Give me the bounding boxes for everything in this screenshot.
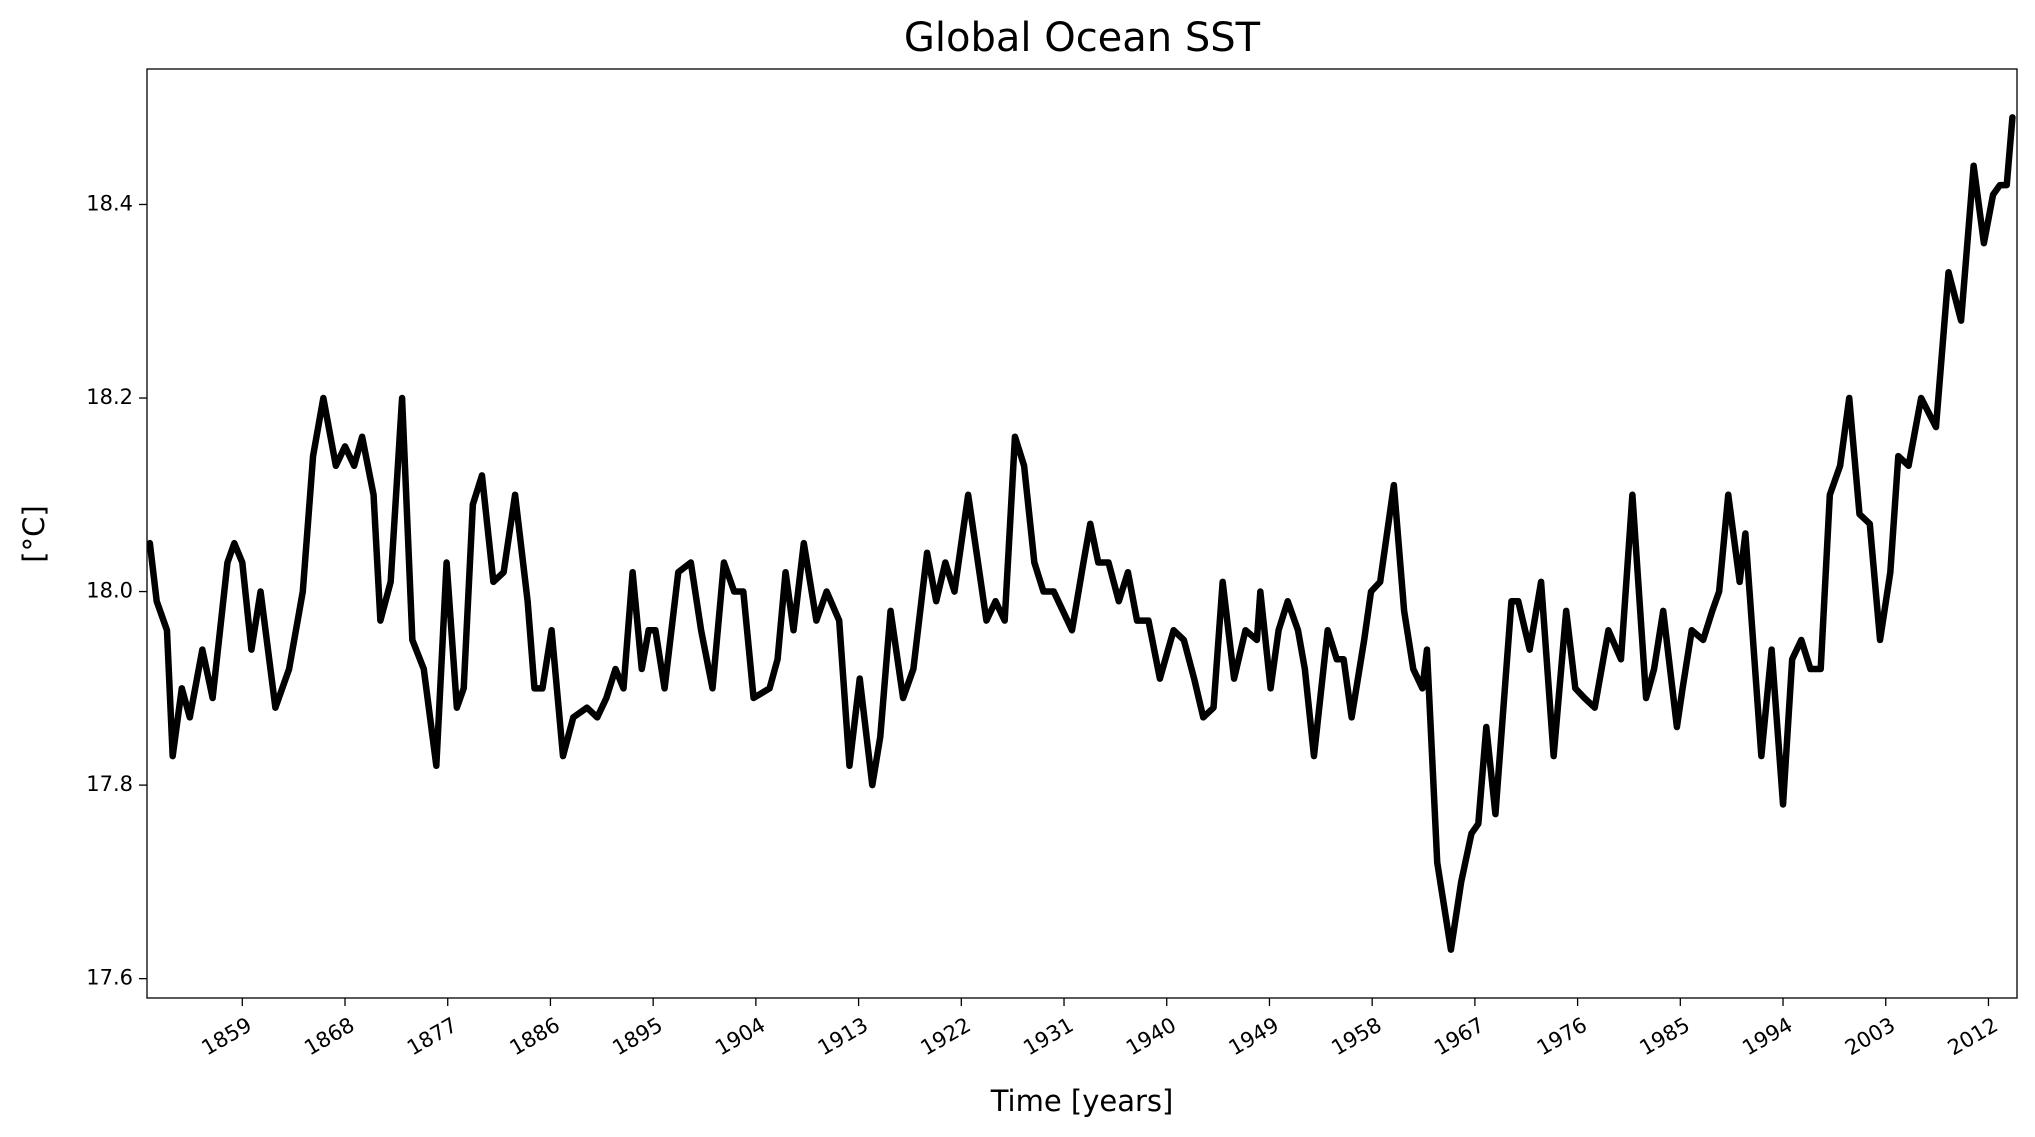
y-tick-label: 18.4 bbox=[86, 191, 133, 215]
chart-title: Global Ocean SST bbox=[904, 15, 1261, 61]
y-tick-label: 17.6 bbox=[86, 966, 133, 990]
y-tick-label: 18.2 bbox=[86, 385, 133, 409]
data-line bbox=[147, 114, 2016, 953]
y-tick-label: 17.8 bbox=[86, 772, 133, 796]
y-tick-label: 18.0 bbox=[86, 579, 133, 603]
y-axis-label: [°C] bbox=[17, 505, 51, 562]
plot-frame bbox=[146, 68, 2018, 999]
x-axis-label: Time [years] bbox=[990, 1084, 1174, 1118]
